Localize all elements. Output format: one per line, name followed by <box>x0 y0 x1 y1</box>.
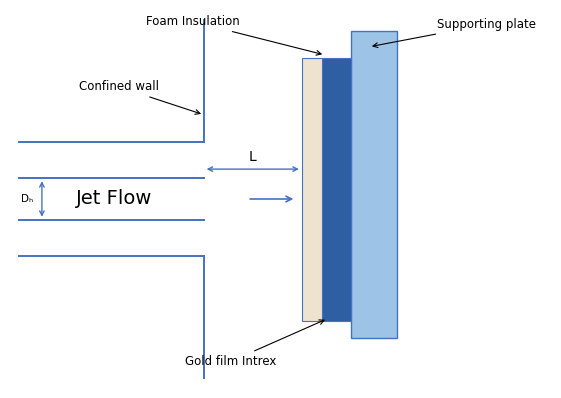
Text: L: L <box>249 150 256 164</box>
Text: Confined wall: Confined wall <box>79 80 200 114</box>
Text: Dₕ: Dₕ <box>21 194 33 204</box>
Bar <box>351 31 397 338</box>
Text: Supporting plate: Supporting plate <box>373 18 536 47</box>
Bar <box>302 58 323 321</box>
Text: Foam Insulation: Foam Insulation <box>146 15 321 55</box>
Text: Gold film Intrex: Gold film Intrex <box>185 320 324 368</box>
Text: Jet Flow: Jet Flow <box>76 189 153 209</box>
Bar <box>323 58 351 321</box>
